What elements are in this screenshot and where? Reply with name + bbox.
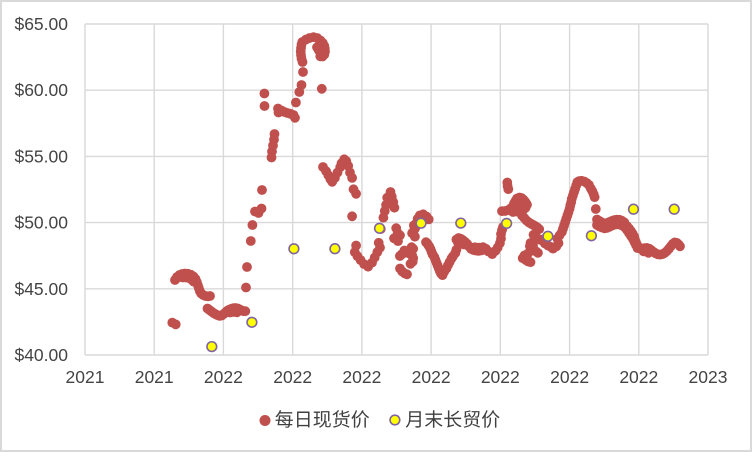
svg-text:$45.00: $45.00 xyxy=(14,279,68,299)
svg-text:2021: 2021 xyxy=(135,367,174,387)
svg-text:2022: 2022 xyxy=(481,367,520,387)
svg-text:$65.00: $65.00 xyxy=(14,14,68,34)
svg-text:$60.00: $60.00 xyxy=(14,80,68,100)
svg-text:2022: 2022 xyxy=(412,367,451,387)
svg-text:2021: 2021 xyxy=(66,367,105,387)
svg-text:$50.00: $50.00 xyxy=(14,213,68,233)
svg-text:2022: 2022 xyxy=(550,367,589,387)
svg-text:$55.00: $55.00 xyxy=(14,146,68,166)
svg-text:2022: 2022 xyxy=(273,367,312,387)
svg-text:2022: 2022 xyxy=(619,367,658,387)
svg-text:$40.00: $40.00 xyxy=(14,345,68,365)
svg-text:2023: 2023 xyxy=(689,367,728,387)
svg-text:2022: 2022 xyxy=(204,367,243,387)
svg-text:2022: 2022 xyxy=(342,367,381,387)
